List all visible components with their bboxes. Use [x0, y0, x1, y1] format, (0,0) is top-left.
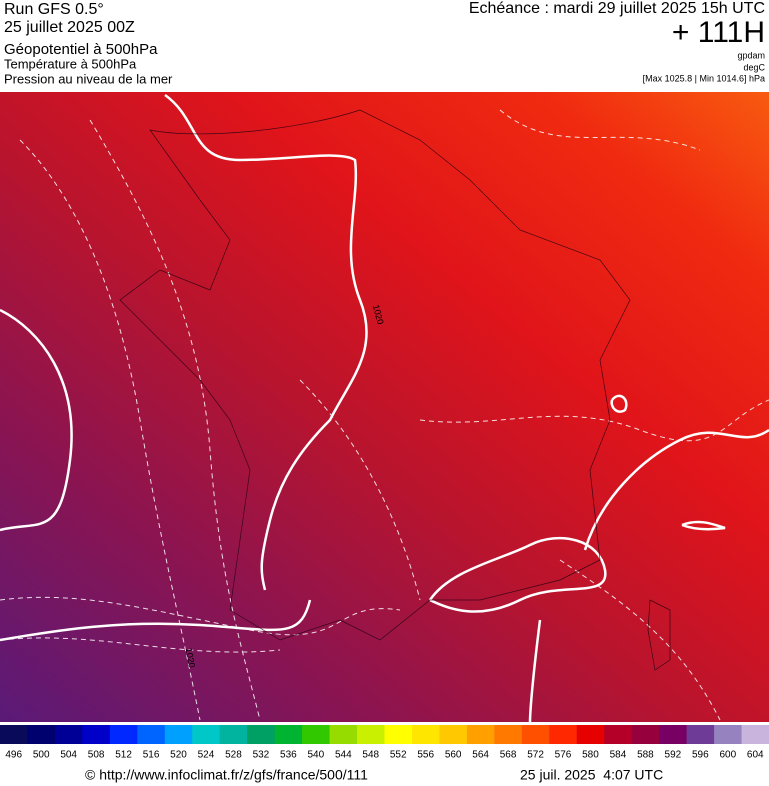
scale-label: 600: [719, 750, 736, 761]
scale-label: 500: [33, 750, 50, 761]
scale-swatch: [439, 725, 468, 744]
scale-label: 564: [472, 750, 489, 761]
scale-label: 580: [582, 750, 599, 761]
scale-swatch: [109, 725, 138, 744]
scale-label: 556: [417, 750, 434, 761]
scale-label: 596: [692, 750, 709, 761]
scale-label: 560: [445, 750, 462, 761]
isobars: [0, 93, 769, 723]
scale-swatch: [357, 725, 385, 744]
scale-swatch: [714, 725, 743, 744]
field: [0, 92, 769, 722]
scale-swatch: [576, 725, 605, 744]
scale-label: 604: [747, 750, 764, 761]
scale-label: 576: [555, 750, 572, 761]
scale-swatch: [27, 725, 56, 744]
scale-swatch: [302, 725, 331, 744]
header-line: Géopotentiel à 500hPa: [4, 41, 158, 58]
scale-label: 572: [527, 750, 544, 761]
scale-label: 532: [253, 750, 270, 761]
map: 1020 1020: [0, 92, 769, 723]
scale-label: 552: [390, 750, 407, 761]
unit: degC: [743, 62, 765, 72]
echeance: Echéance : mardi 29 juillet 2025 15h UTC: [469, 0, 765, 17]
unit: [Max 1025.8 | Min 1014.6] hPa: [643, 73, 765, 83]
scale-swatch: [329, 725, 358, 744]
scale-label: 548: [362, 750, 379, 761]
scale-swatch: [164, 725, 193, 744]
scale-label: 584: [610, 750, 627, 761]
scale-swatch: [0, 725, 28, 744]
scale-swatch: [494, 725, 523, 744]
header-line: Run GFS 0.5°: [4, 1, 104, 18]
scale-swatch: [411, 725, 440, 744]
scale-swatch: [54, 725, 83, 744]
scale-label: 540: [307, 750, 324, 761]
temperature-contours: [0, 109, 769, 721]
scale-label: 536: [280, 750, 297, 761]
header: Run GFS 0.5° 25 juillet 2025 00Z Géopote…: [4, 0, 766, 86]
scale-swatch: [247, 725, 276, 744]
scale-label: 544: [335, 750, 352, 761]
scale-label: 524: [198, 750, 215, 761]
contour-label: 1020: [184, 647, 197, 668]
footer-timestamp: 25 juil. 2025 4:07 UTC: [520, 767, 663, 783]
scale-swatch: [82, 725, 111, 744]
unit: gpdam: [737, 50, 765, 60]
scale-swatch: [521, 725, 550, 744]
scale-label: 512: [115, 750, 132, 761]
scale-swatch: [274, 725, 303, 744]
scale-label: 520: [170, 750, 187, 761]
header-line: 25 juillet 2025 00Z: [4, 19, 135, 36]
color-scale: 496 500 504 508 512 516 520 524 528 532 536 540 544 5…: [0, 725, 769, 761]
borders: [119, 109, 671, 671]
scale-label: 496: [5, 750, 22, 761]
scale-swatch: [192, 725, 221, 744]
scale-swatch: [686, 725, 715, 744]
scale-swatch: [384, 725, 413, 744]
header-line: Pression au niveau de la mer: [4, 71, 173, 86]
scale-label: 508: [88, 750, 105, 761]
scale-swatch: [741, 725, 769, 744]
scale-swatch: [137, 725, 166, 744]
scale-label: 504: [60, 750, 77, 761]
scale-swatch: [604, 725, 633, 744]
scale-swatch: [659, 725, 688, 744]
scale-label: 528: [225, 750, 242, 761]
scale-swatch: [631, 725, 660, 744]
footer-url: © http://www.infoclimat.fr/z/gfs/france/…: [85, 767, 368, 783]
scale-label: 592: [665, 750, 682, 761]
scale-label: 568: [500, 750, 517, 761]
scale-swatch: [219, 725, 248, 744]
scale-label: 588: [637, 750, 654, 761]
run-offset: + 111H: [672, 16, 765, 49]
scale-swatch: [549, 725, 578, 744]
scale-label: 516: [143, 750, 160, 761]
scale-swatch: [466, 725, 495, 744]
header-line: Température à 500hPa: [4, 56, 137, 71]
